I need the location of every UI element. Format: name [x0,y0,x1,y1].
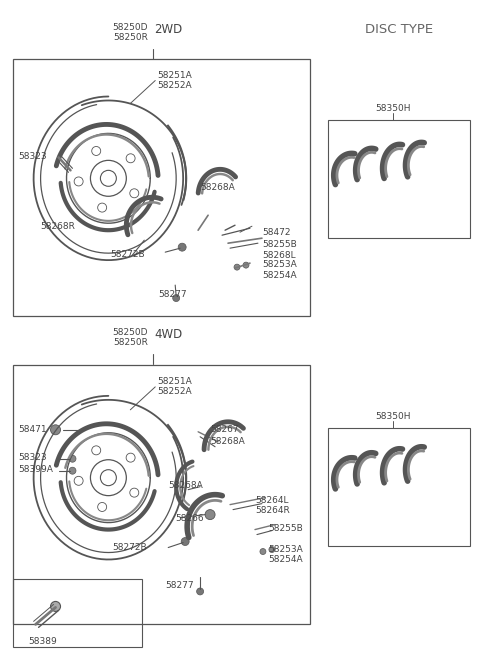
Text: 58266: 58266 [175,514,204,523]
Text: 58272B: 58272B [110,250,145,259]
Bar [328,428,470,546]
Text: 58267: 58267 [210,425,239,434]
Text: 58268A: 58268A [210,437,245,446]
Circle shape [243,262,249,268]
Bar [12,580,142,647]
Text: 58471: 58471 [19,425,47,434]
Circle shape [50,601,60,611]
Text: 58389: 58389 [29,637,58,646]
Text: 58251A
58252A: 58251A 58252A [157,71,192,90]
Circle shape [181,538,189,546]
Bar [328,121,470,238]
Text: 58268A: 58268A [168,481,203,490]
Bar [12,58,310,316]
Bar [12,365,310,624]
Circle shape [260,548,266,555]
Circle shape [205,510,215,519]
Text: 58399A: 58399A [19,464,53,474]
Circle shape [269,546,275,553]
Circle shape [178,243,186,251]
Text: 58350H: 58350H [375,104,410,113]
Text: 2WD: 2WD [154,23,182,35]
Circle shape [69,467,76,474]
Text: 58250D
58250R: 58250D 58250R [113,328,148,347]
Text: 58253A
58254A: 58253A 58254A [262,260,297,280]
Text: 58277: 58277 [158,290,187,299]
Circle shape [173,295,180,301]
Text: 58350H: 58350H [375,412,410,421]
Circle shape [197,588,204,595]
Circle shape [234,264,240,270]
Text: 58268A: 58268A [200,183,235,193]
Text: DISC TYPE: DISC TYPE [365,23,433,35]
Text: 58472: 58472 [262,228,290,237]
Text: 58323: 58323 [19,453,47,462]
Text: 58277: 58277 [165,582,194,590]
Text: 58323: 58323 [19,153,47,161]
Text: 58268R: 58268R [41,222,75,231]
Text: 58255B
58268L: 58255B 58268L [262,240,297,259]
Text: 58272B: 58272B [112,542,147,552]
Text: 58264L
58264R: 58264L 58264R [255,496,290,515]
Text: 4WD: 4WD [154,328,182,341]
Circle shape [69,455,76,462]
Text: 58255B: 58255B [268,523,303,533]
Text: 58251A
58252A: 58251A 58252A [157,377,192,396]
Text: 58253A
58254A: 58253A 58254A [268,544,303,564]
Circle shape [50,425,60,435]
Text: 58250D
58250R: 58250D 58250R [113,23,148,42]
